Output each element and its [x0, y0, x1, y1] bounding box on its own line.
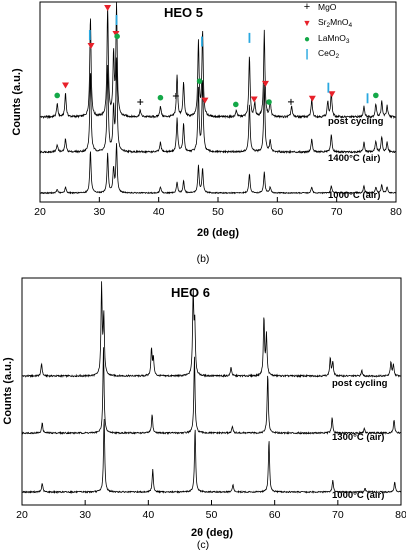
- sr2mno4-marker: [261, 80, 269, 87]
- legend-lamno3-label: LaMnO3: [318, 33, 350, 45]
- legend-sr2mno4-label: Sr2MnO4: [318, 17, 353, 29]
- panel-b-phase-markers: [54, 5, 379, 108]
- panel-c-caption: (c): [197, 539, 209, 550]
- legend-mgo-label: MgO: [318, 2, 337, 12]
- x-tick-label: 30: [93, 206, 105, 218]
- x-tick-label: 20: [34, 206, 46, 218]
- lamno3-marker: [266, 99, 272, 105]
- panel-c-label-1000c: 1000°C (air): [332, 490, 384, 501]
- x-tick-label: 30: [79, 509, 91, 521]
- panel-b-x-ticks: 20 30 40 50 60 70 80: [34, 197, 402, 218]
- legend-mgo-symbol: +: [304, 1, 310, 13]
- panel-b-label-1000c: 1000°C (air): [328, 190, 380, 201]
- trace-1300-c-air-: [21, 347, 402, 436]
- sr2mno4-marker: [104, 5, 112, 11]
- x-tick-label: 20: [16, 509, 28, 521]
- mgo-marker: [172, 92, 179, 99]
- panel-b-label-post-cycling: post cycling: [328, 116, 384, 127]
- legend-lamno3-symbol: ●: [304, 34, 310, 45]
- trace-post-cycling: [39, 2, 397, 120]
- x-tick-label: 50: [212, 206, 224, 218]
- legend-ceo2-label: CeO2: [318, 48, 339, 60]
- panel-b-label-1400c: 1400°C (air): [328, 153, 380, 164]
- lamno3-marker: [114, 33, 120, 40]
- panel-b-plot-frame: [39, 1, 397, 203]
- sr2mno4-marker: [308, 95, 316, 102]
- x-tick-label: 50: [206, 509, 218, 521]
- panel-c-traces: [21, 281, 402, 494]
- panel-c-y-axis-label: Counts (a.u.): [2, 357, 14, 425]
- panel-c-title: HEO 6: [171, 285, 210, 300]
- panel-b-legend: + MgO ▼ Sr2MnO4 ● LaMnO3 | CeO2: [303, 1, 353, 60]
- sr2mno4-marker: [250, 96, 258, 103]
- lamno3-marker: [157, 94, 164, 101]
- lamno3-marker: [233, 101, 239, 108]
- sr2mno4-marker: [62, 82, 70, 89]
- x-tick-label: 70: [332, 509, 344, 521]
- x-tick-label: 70: [331, 206, 343, 218]
- mgo-marker: [137, 99, 144, 106]
- panel-c-x-ticks: 20 30 40 50 60 70 80: [16, 500, 406, 521]
- lamno3-marker: [54, 92, 61, 99]
- panel-c-label-1300c: 1300°C (air): [332, 432, 384, 443]
- sr2mno4-marker: [87, 42, 95, 49]
- panel-b-traces: [39, 2, 397, 195]
- lamno3-marker: [196, 78, 203, 84]
- x-tick-label: 40: [142, 509, 154, 521]
- x-tick-label: 80: [390, 206, 402, 218]
- panel-b-title: HEO 5: [164, 5, 203, 20]
- lamno3-marker: [373, 92, 379, 99]
- legend-ceo2-symbol: |: [305, 48, 308, 60]
- panel-c-label-post-cycling: post cycling: [332, 378, 388, 389]
- trace-1000-c-air-: [39, 143, 397, 195]
- panel-c-chart: 20 30 40 50 60 70 80 HEO 6 post cycling 1300°C…: [2, 277, 406, 550]
- x-tick-label: 60: [271, 206, 283, 218]
- legend-sr2mno4-symbol: ▼: [303, 18, 312, 28]
- panel-c-x-axis-label: 2θ (deg): [191, 527, 233, 539]
- sr2mno4-marker: [201, 97, 209, 104]
- sr2mno4-marker: [328, 91, 336, 98]
- x-tick-label: 40: [153, 206, 165, 218]
- x-tick-label: 60: [269, 509, 281, 521]
- panel-b-y-axis-label: Counts (a.u.): [11, 68, 23, 136]
- panel-b-caption: (b): [197, 253, 210, 265]
- trace-1000-c-air-: [21, 418, 402, 494]
- mgo-marker: [287, 98, 294, 105]
- panel-b-chart: 20 30 40 50 60 70 80 HEO 5 + MgO ▼ Sr2MnO4 ● L…: [11, 1, 402, 265]
- trace-1400-c-air-: [39, 57, 397, 154]
- panel-b-x-axis-label: 2θ (deg): [197, 227, 239, 239]
- x-tick-label: 80: [395, 509, 406, 521]
- panel-c-plot-frame: [21, 277, 402, 506]
- trace-post-cycling: [21, 281, 402, 379]
